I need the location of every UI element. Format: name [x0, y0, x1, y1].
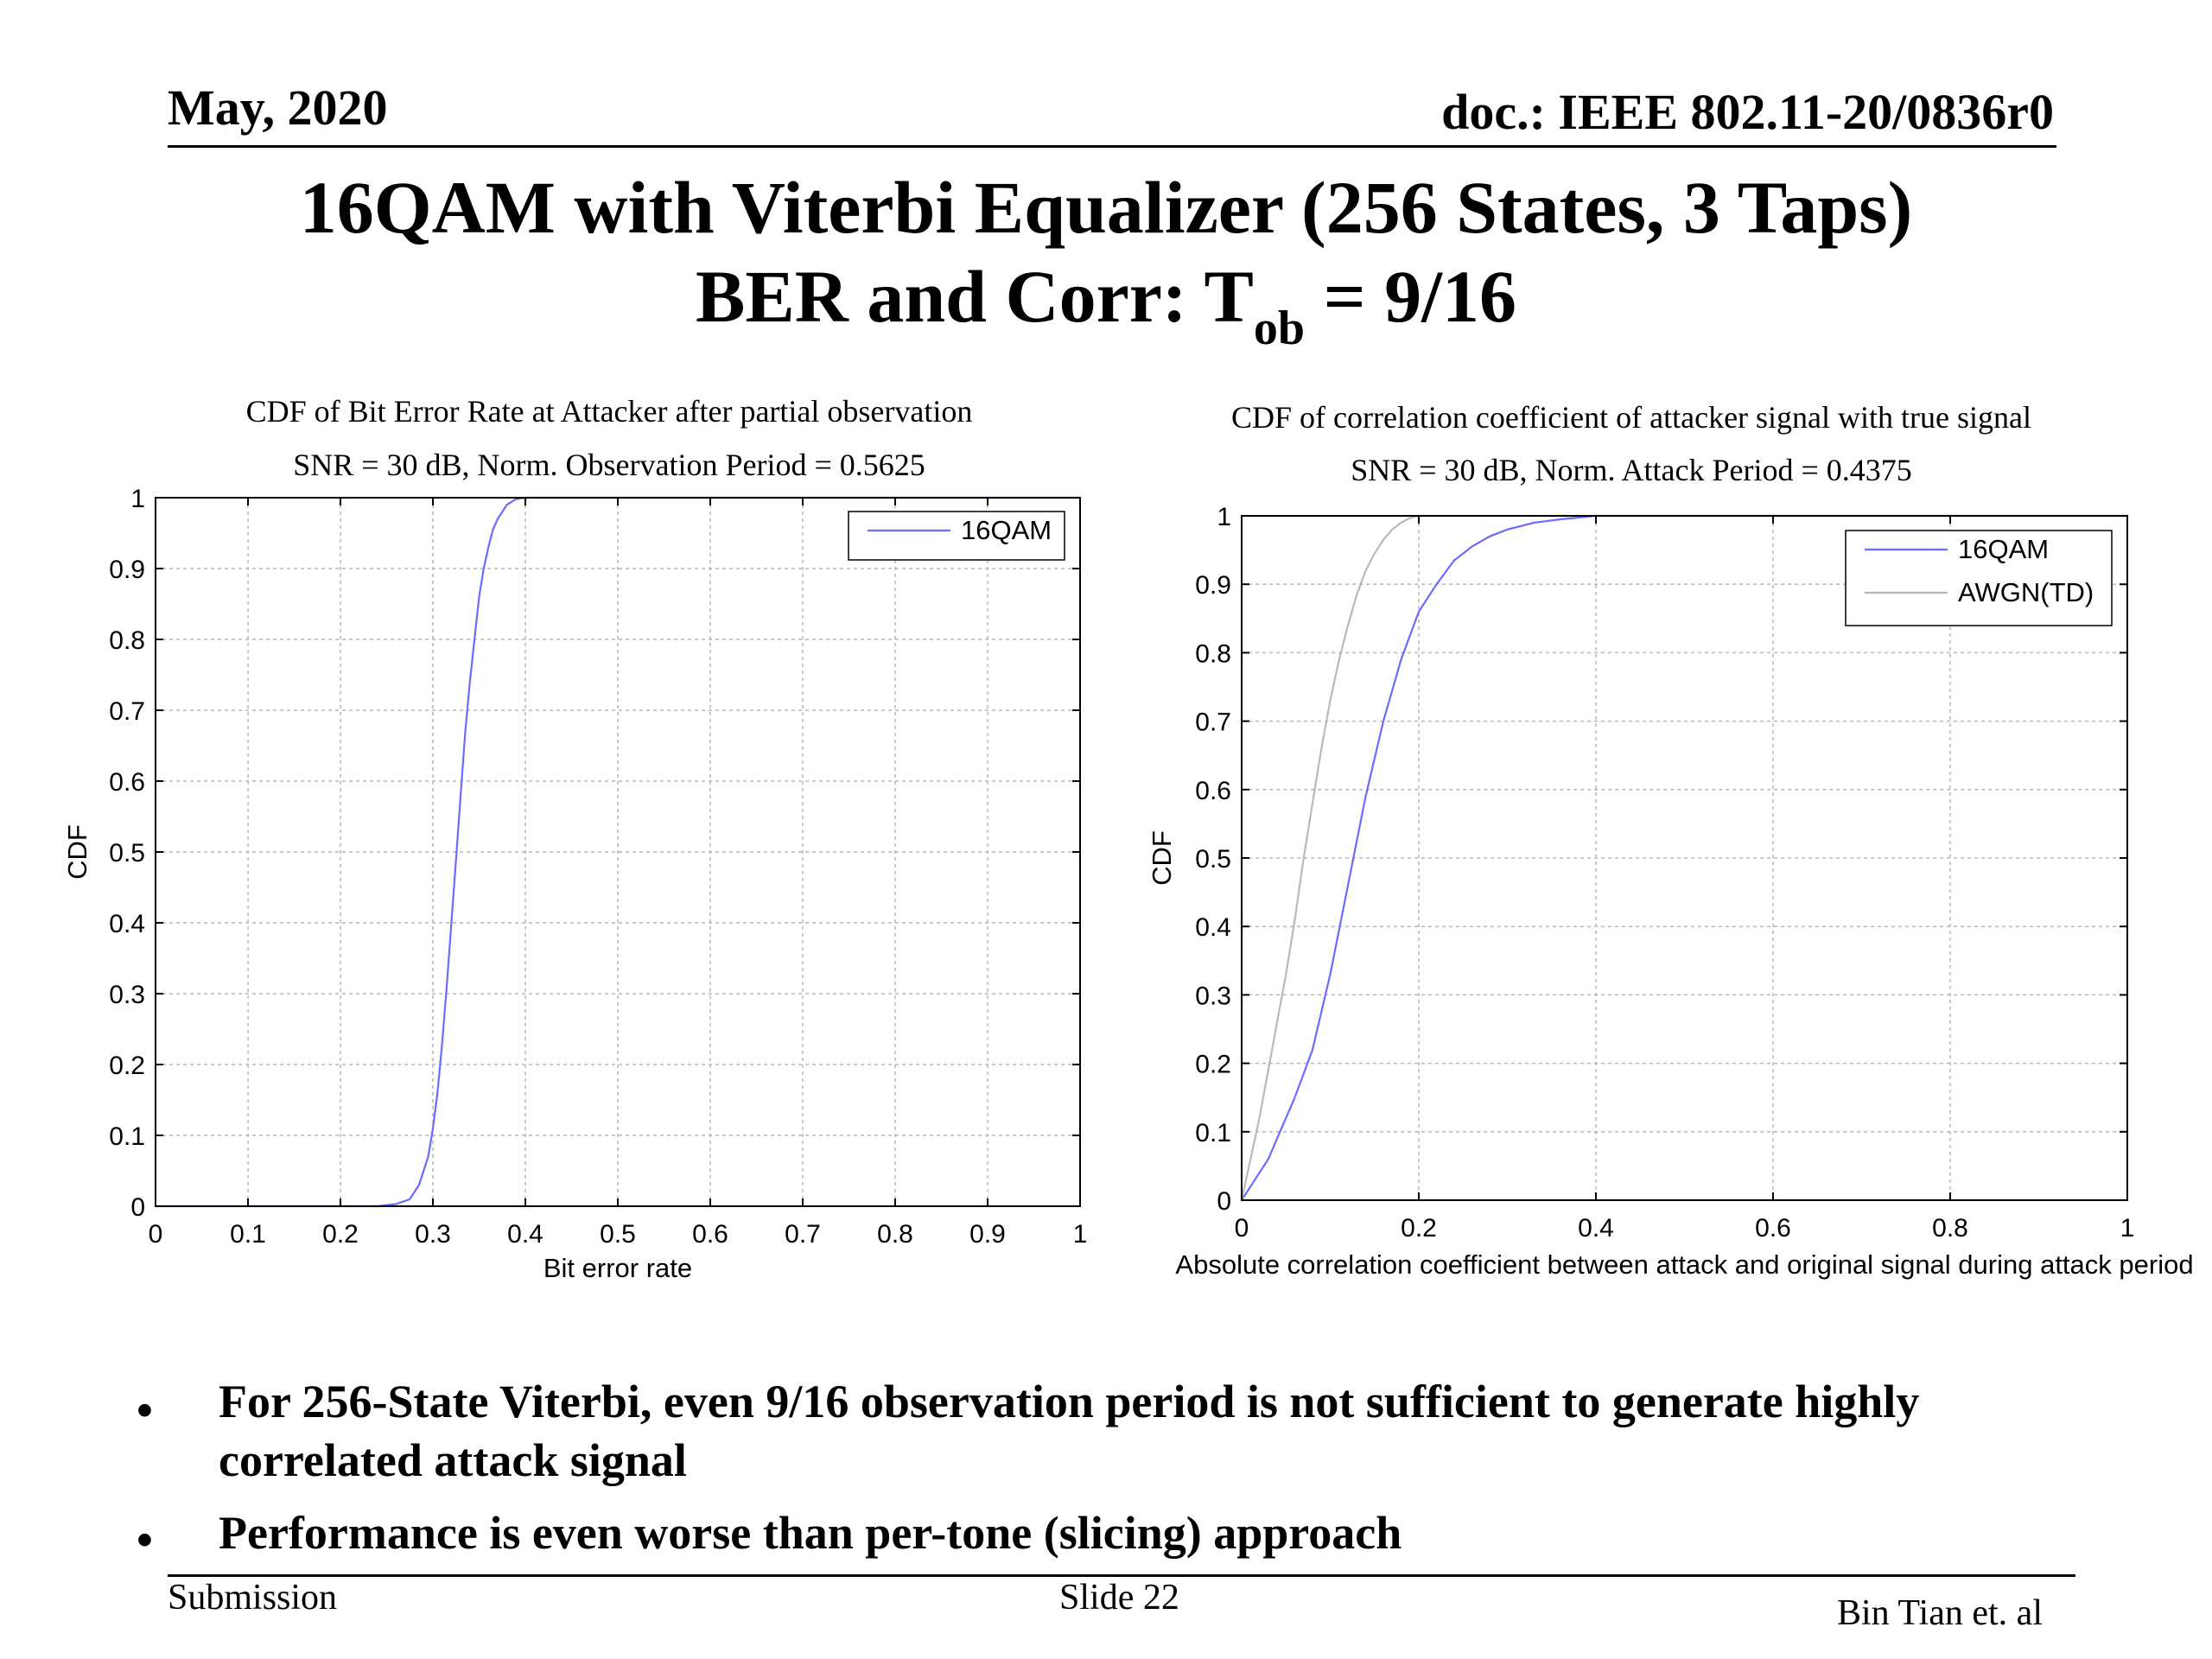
y-tick-label: 0.4	[1195, 913, 1231, 942]
x-tick-label: 0	[1235, 1214, 1249, 1243]
y-tick-label: 1	[130, 485, 145, 513]
footer-slide-number: Slide 22	[1059, 1578, 1179, 1618]
legend: 16QAM AWGN(TD)	[1845, 530, 2113, 626]
y-tick-label: 0	[1217, 1187, 1231, 1216]
series-line-awgn-td-	[1240, 514, 2127, 1201]
x-tick-label: 0.2	[1401, 1214, 1437, 1243]
header-divider	[168, 145, 2056, 148]
chart-title: CDF of Bit Error Rate at Attacker after …	[246, 394, 973, 429]
bullet-text-1: For 256-State Viterbi, even 9/16 observa…	[219, 1376, 1920, 1486]
footer-submission: Submission	[168, 1578, 338, 1618]
y-axis-label: CDF	[1147, 830, 1177, 886]
y-tick-label: 0.7	[109, 697, 145, 726]
y-tick-label: 0.3	[109, 981, 145, 1009]
y-tick-label: 0.1	[1195, 1119, 1231, 1147]
slide-title-line-1: 16QAM with Viterbi Equalizer (256 States…	[299, 166, 1913, 249]
header-date: May, 2020	[168, 79, 388, 136]
y-tick-label: 0.5	[109, 839, 145, 868]
legend-box	[848, 511, 1065, 561]
ber-chart: CDF of Bit Error Rate at Attacker after …	[62, 394, 1087, 1283]
x-axis-label: Absolute correlation coefficient between…	[1175, 1249, 2193, 1280]
y-axis-label: CDF	[62, 824, 92, 880]
chart-subtitle: SNR = 30 dB, Norm. Attack Period = 0.437…	[1351, 453, 1912, 487]
x-tick-label: 0.8	[877, 1220, 913, 1249]
y-tick-label: 0.2	[1195, 1051, 1231, 1079]
legend-box	[1845, 530, 2113, 626]
corr-chart: CDF of correlation coefficient of attack…	[1147, 400, 2194, 1280]
x-tick-label: 1	[2120, 1214, 2135, 1243]
footer-divider	[168, 1574, 2075, 1577]
y-tick-label: 0.4	[109, 910, 145, 938]
x-tick-label: 0.3	[415, 1220, 451, 1249]
x-tick-label: 0	[149, 1220, 163, 1249]
x-tick-label: 0.5	[600, 1220, 636, 1249]
y-tick-label: 1	[1217, 503, 1231, 531]
x-tick-label: 0.7	[785, 1220, 821, 1249]
y-tick-label: 0.8	[1195, 639, 1231, 668]
y-tick-label: 0.6	[109, 768, 145, 797]
footer-author: Bin Tian et. al	[1836, 1593, 2043, 1633]
x-tick-label: 0.1	[230, 1220, 266, 1249]
series-line-16qam	[156, 496, 1080, 1208]
bullet-marker-2: •	[137, 1514, 153, 1566]
x-axis-label: Bit error rate	[543, 1253, 692, 1283]
x-tick-label: 0.4	[507, 1220, 543, 1249]
legend: 16QAM	[848, 511, 1065, 561]
y-tick-label: 0.9	[109, 556, 145, 584]
y-tick-label: 0.2	[109, 1052, 145, 1080]
legend-entry: 16QAM	[961, 515, 1052, 545]
title-prefix: BER and Corr: T	[696, 255, 1254, 338]
title-subscript: ob	[1253, 302, 1306, 355]
x-tick-label: 0.4	[1578, 1214, 1614, 1243]
x-tick-label: 0.8	[1932, 1214, 1968, 1243]
y-tick-label: 0.9	[1195, 571, 1231, 600]
header-doc-number: doc.: IEEE 802.11-20/0836r0	[1441, 84, 2054, 140]
x-tick-label: 0.6	[1755, 1214, 1791, 1243]
legend-entry: 16QAM	[1958, 534, 2049, 564]
x-tick-label: 0.9	[969, 1220, 1006, 1249]
series-line-16qam	[1241, 514, 2127, 1201]
title-suffix: = 9/16	[1305, 255, 1516, 338]
y-tick-label: 0.5	[1195, 845, 1231, 874]
chart-subtitle: SNR = 30 dB, Norm. Observation Period = …	[293, 448, 925, 482]
slide-title-line-2: BER and Corr: Tob = 9/16	[0, 259, 2212, 353]
y-tick-label: 0.6	[1195, 777, 1231, 805]
y-tick-label: 0.3	[1195, 982, 1231, 1010]
x-tick-label: 0.6	[692, 1220, 728, 1249]
y-tick-label: 0	[130, 1193, 145, 1222]
y-tick-label: 0.1	[109, 1122, 145, 1151]
y-tick-label: 0.7	[1195, 709, 1231, 737]
charts-canvas: CDF of Bit Error Rate at Attacker after …	[62, 394, 2194, 1283]
bullet-text-2: Performance is even worse than per-tone …	[219, 1507, 1402, 1559]
y-tick-label: 0.8	[109, 626, 145, 655]
x-tick-label: 1	[1073, 1220, 1088, 1249]
x-tick-label: 0.2	[322, 1220, 359, 1249]
legend-entry: AWGN(TD)	[1958, 577, 2094, 607]
chart-title: CDF of correlation coefficient of attack…	[1231, 400, 2031, 435]
bullet-marker-1: •	[137, 1384, 153, 1436]
